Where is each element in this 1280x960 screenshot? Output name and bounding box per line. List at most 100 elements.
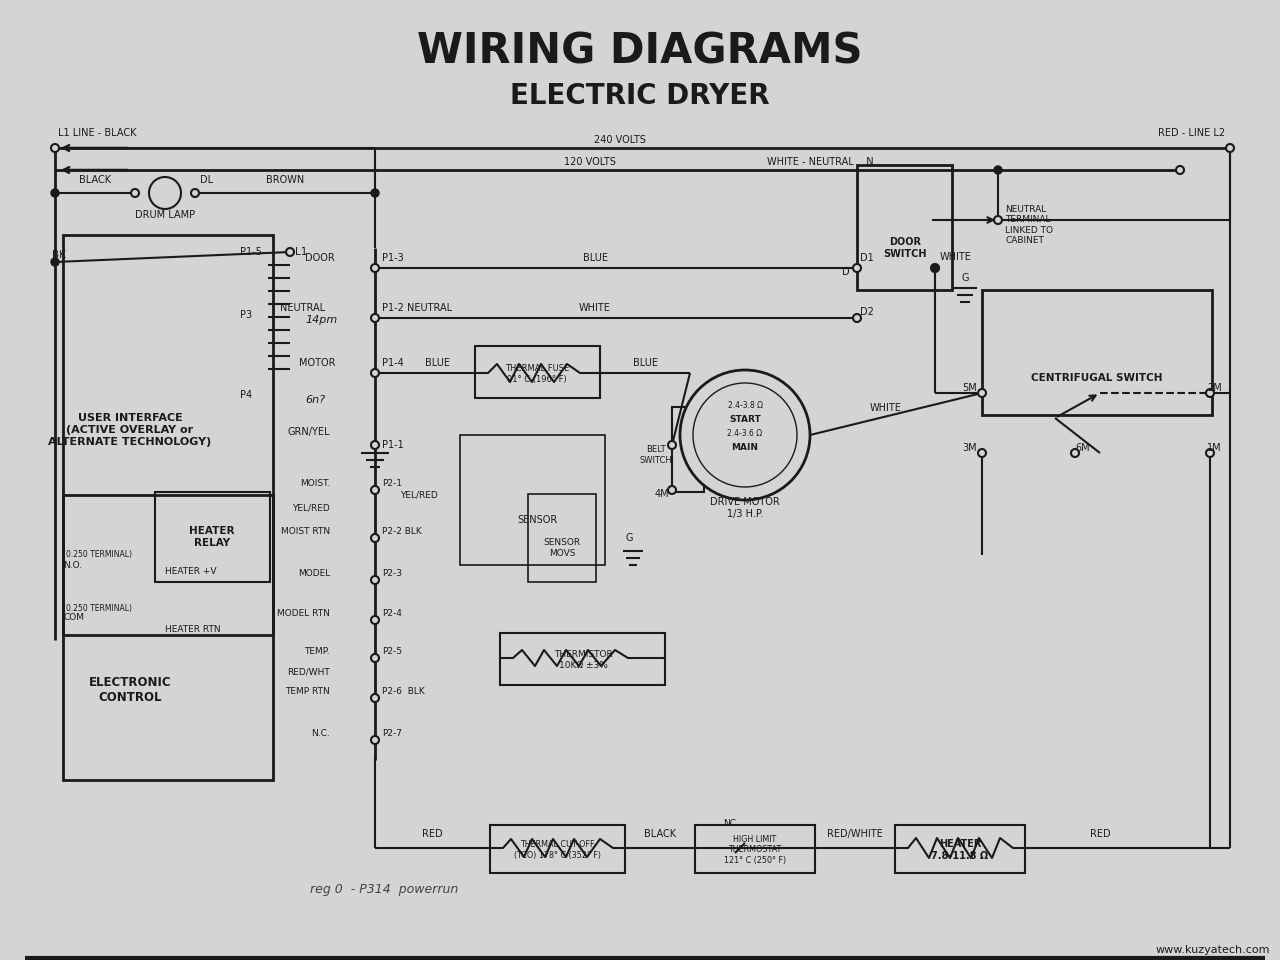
Text: WHITE: WHITE [940, 252, 972, 262]
Text: 2.4-3.8 Ω: 2.4-3.8 Ω [727, 401, 763, 411]
Text: WIRING DIAGRAMS: WIRING DIAGRAMS [417, 31, 863, 73]
Text: N.O.: N.O. [63, 561, 82, 569]
Text: TEMP.: TEMP. [305, 647, 330, 657]
Circle shape [852, 264, 861, 272]
Text: P1-2 NEUTRAL: P1-2 NEUTRAL [381, 303, 452, 313]
Text: START: START [730, 415, 760, 423]
Bar [155, 492, 270, 582]
Text: HEATER
7.8-11.8 Ω: HEATER 7.8-11.8 Ω [932, 839, 988, 861]
Text: BK: BK [52, 250, 65, 260]
Text: SENSOR: SENSOR [517, 515, 557, 525]
Text: NEUTRAL: NEUTRAL [280, 303, 325, 313]
Circle shape [51, 189, 59, 197]
Text: 6M: 6M [1075, 443, 1089, 453]
Text: BLUE: BLUE [582, 253, 608, 263]
Text: BLUE: BLUE [632, 358, 658, 368]
Text: HIGH LIMIT
THERMOSTAT
121° C (250° F): HIGH LIMIT THERMOSTAT 121° C (250° F) [724, 835, 786, 865]
Text: P1-3: P1-3 [381, 253, 403, 263]
Text: 4M: 4M [655, 489, 669, 499]
Text: BLACK: BLACK [79, 175, 111, 185]
Circle shape [51, 258, 59, 266]
Text: P2-5: P2-5 [381, 647, 402, 657]
Circle shape [148, 177, 180, 209]
Text: WHITE: WHITE [870, 403, 902, 413]
Text: N.C.: N.C. [311, 730, 330, 738]
Text: 3M: 3M [963, 443, 977, 453]
Circle shape [1176, 166, 1184, 174]
Circle shape [692, 383, 797, 487]
Circle shape [371, 314, 379, 322]
Text: THERMAL CUT-OFF
(TCO) 178° C (352° F): THERMAL CUT-OFF (TCO) 178° C (352° F) [513, 840, 600, 860]
Text: P1-1: P1-1 [381, 440, 403, 450]
Text: HEATER
RELAY: HEATER RELAY [189, 526, 234, 548]
Text: DOOR: DOOR [305, 253, 335, 263]
Text: THERMAL FUSE
91° C (196° F): THERMAL FUSE 91° C (196° F) [504, 364, 570, 384]
Text: MOIST RTN: MOIST RTN [280, 527, 330, 537]
Text: P2-2 BLK: P2-2 BLK [381, 527, 421, 537]
Text: RED/WHT: RED/WHT [287, 667, 330, 677]
Text: D: D [842, 267, 850, 277]
Text: SENSOR
MOVS: SENSOR MOVS [544, 539, 581, 558]
Bar [672, 407, 704, 492]
Circle shape [1071, 449, 1079, 457]
Bar [475, 346, 600, 398]
Circle shape [131, 189, 140, 197]
Text: 6n?: 6n? [305, 395, 325, 405]
Text: GRN/YEL: GRN/YEL [288, 427, 330, 437]
Bar [982, 290, 1212, 415]
Circle shape [371, 616, 379, 624]
Circle shape [191, 189, 198, 197]
Text: MOTOR: MOTOR [298, 358, 335, 368]
Circle shape [371, 486, 379, 494]
Text: P2-4: P2-4 [381, 610, 402, 618]
Text: DL: DL [200, 175, 214, 185]
Circle shape [51, 144, 59, 152]
Bar [490, 825, 625, 873]
Text: YEL/RED: YEL/RED [399, 491, 438, 499]
Text: DRUM LAMP: DRUM LAMP [134, 210, 195, 220]
Text: BELT
SWITCH: BELT SWITCH [640, 445, 672, 465]
Text: reg 0  - P314  powerrun: reg 0 - P314 powerrun [310, 883, 458, 897]
Circle shape [371, 654, 379, 662]
Circle shape [852, 314, 861, 322]
Text: TEMP RTN: TEMP RTN [285, 687, 330, 697]
Text: 14pm: 14pm [305, 315, 337, 325]
Circle shape [1226, 144, 1234, 152]
Bar [500, 633, 666, 685]
Text: WHITE - NEUTRAL    N: WHITE - NEUTRAL N [767, 157, 873, 167]
Text: (0.250 TERMINAL): (0.250 TERMINAL) [63, 604, 132, 612]
Text: 120 VOLTS: 120 VOLTS [564, 157, 616, 167]
Text: MOIST.: MOIST. [300, 479, 330, 489]
Text: CENTRIFUGAL SWITCH: CENTRIFUGAL SWITCH [1032, 373, 1162, 383]
Text: 240 VOLTS: 240 VOLTS [594, 135, 646, 145]
Text: NC: NC [723, 820, 736, 828]
Text: RED/WHITE: RED/WHITE [827, 829, 883, 839]
Text: RED: RED [1089, 829, 1110, 839]
Circle shape [371, 576, 379, 584]
Text: 1M: 1M [1207, 443, 1221, 453]
Circle shape [371, 694, 379, 702]
Bar [695, 825, 815, 873]
Circle shape [371, 534, 379, 542]
Text: www.kuzyatech.com: www.kuzyatech.com [1156, 945, 1270, 955]
Bar [529, 494, 596, 582]
Text: P1-5: P1-5 [241, 247, 262, 257]
Text: P3: P3 [241, 310, 252, 320]
Bar [63, 495, 273, 780]
Text: RED - LINE L2: RED - LINE L2 [1158, 128, 1225, 138]
Bar [63, 235, 273, 635]
Circle shape [931, 264, 940, 272]
Text: DRIVE MOTOR
1/3 H.P.: DRIVE MOTOR 1/3 H.P. [710, 497, 780, 518]
Circle shape [680, 370, 810, 500]
Text: D1: D1 [860, 253, 874, 263]
Text: 2.4-3.6 Ω: 2.4-3.6 Ω [727, 429, 763, 439]
Text: RED: RED [421, 829, 443, 839]
Circle shape [371, 369, 379, 377]
Text: BROWN: BROWN [266, 175, 305, 185]
Text: L1: L1 [294, 247, 307, 257]
Text: P1-4: P1-4 [381, 358, 403, 368]
Text: P2-6  BLK: P2-6 BLK [381, 687, 425, 697]
Text: P2-1: P2-1 [381, 479, 402, 489]
Bar [858, 165, 952, 290]
Text: MODEL: MODEL [298, 569, 330, 579]
